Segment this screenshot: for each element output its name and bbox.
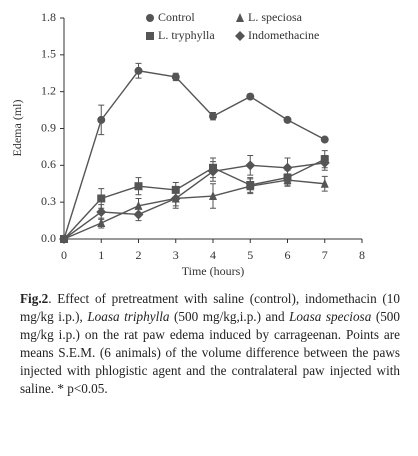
data-point xyxy=(97,115,106,124)
series-line xyxy=(63,179,325,240)
chart: Edema (ml) Time (hours) 0.0 0.3 0.6 0.9 1.2 1… xyxy=(10,10,365,278)
legend-label: L. tryphylla xyxy=(158,28,215,42)
x-tick-label: 8 xyxy=(359,248,365,262)
series-line xyxy=(63,158,326,240)
data-point xyxy=(133,209,144,220)
data-point xyxy=(134,200,143,210)
y-tick-label: 1.5 xyxy=(41,47,56,61)
series-line xyxy=(63,70,326,240)
data-point xyxy=(245,160,256,171)
y-tick-label: 0.0 xyxy=(41,231,56,245)
caption-text: . Effect of pretreatment with saline (co… xyxy=(20,291,400,324)
x-tick-label: 4 xyxy=(210,248,216,262)
data-point xyxy=(282,162,293,173)
data-point xyxy=(59,234,69,244)
data-point xyxy=(134,182,143,191)
data-point xyxy=(320,178,329,188)
y-tick-label: 1.2 xyxy=(41,83,56,97)
data-point xyxy=(320,135,329,144)
legend-label: Control xyxy=(158,10,195,24)
data-point xyxy=(209,191,217,201)
legend-marker xyxy=(235,31,245,41)
data-point xyxy=(97,194,106,203)
caption: Fig.2. Effect of pretreatment with salin… xyxy=(20,290,400,398)
data-point xyxy=(96,206,107,217)
data-point xyxy=(97,218,106,228)
legend-marker xyxy=(146,32,154,40)
data-point xyxy=(170,193,181,204)
caption-text: (500 mg/kg i.p.) on the rat paw edema in… xyxy=(20,309,400,396)
legend-label: Indomethacine xyxy=(248,28,319,42)
x-tick-label: 6 xyxy=(285,248,291,262)
x-tick-label: 5 xyxy=(247,248,253,262)
y-axis-label: Edema (ml) xyxy=(10,100,24,157)
x-tick-label: 1 xyxy=(98,248,104,262)
data-point xyxy=(171,72,180,81)
data-point xyxy=(246,180,255,189)
caption-text: Loasa speciosa xyxy=(289,309,372,324)
data-point xyxy=(246,92,255,101)
data-point xyxy=(208,166,218,177)
caption-label: Fig.2 xyxy=(20,291,49,306)
legend-label: L. speciosa xyxy=(248,10,303,24)
caption-text: (500 mg/kg,i.p.) and xyxy=(169,309,290,324)
legend-marker xyxy=(236,13,244,22)
x-axis-label: Time (hours) xyxy=(182,264,245,278)
y-tick-label: 1.8 xyxy=(41,10,56,24)
data-point xyxy=(134,66,143,75)
x-tick-label: 0 xyxy=(61,248,67,262)
x-tick-label: 2 xyxy=(136,248,142,262)
data-point xyxy=(209,112,217,121)
data-point xyxy=(283,115,292,124)
y-tick-label: 0.6 xyxy=(41,157,56,171)
x-tick-label: 3 xyxy=(173,248,179,262)
x-tick-label: 7 xyxy=(322,248,328,262)
series-line xyxy=(63,162,325,240)
y-tick-label: 0.3 xyxy=(41,194,56,208)
caption-text: Loasa triphylla xyxy=(87,309,170,324)
data-point xyxy=(319,157,330,168)
y-tick-label: 0.9 xyxy=(41,120,56,134)
legend-marker xyxy=(146,14,154,22)
